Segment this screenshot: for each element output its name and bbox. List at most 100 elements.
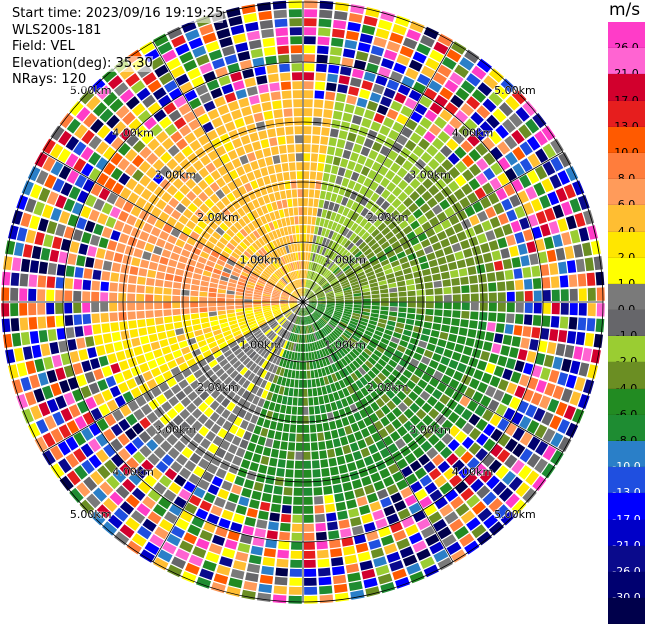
range-gate <box>221 397 231 408</box>
range-gate <box>179 51 194 64</box>
range-gate <box>159 178 171 191</box>
range-gate <box>220 153 231 164</box>
range-gate <box>280 256 286 265</box>
range-gate <box>158 211 170 222</box>
range-gate <box>191 185 203 196</box>
range-gate <box>443 348 453 358</box>
range-gate <box>393 529 407 542</box>
range-gate <box>434 475 447 488</box>
range-gate <box>172 349 183 359</box>
range-gate <box>501 393 513 406</box>
range-gate <box>558 152 572 168</box>
range-gate <box>369 282 379 288</box>
range-gate <box>520 337 530 349</box>
range-gate <box>256 387 264 397</box>
range-gate <box>331 165 339 175</box>
range-gate <box>208 220 218 230</box>
range-gate <box>263 289 272 294</box>
range-gate <box>356 97 368 108</box>
range-gate <box>311 253 316 262</box>
range-gate <box>441 406 453 418</box>
range-gate <box>395 275 405 282</box>
range-gate <box>338 408 347 418</box>
range-gate <box>167 564 183 578</box>
range-gate <box>578 288 587 301</box>
range-gate <box>326 304 335 307</box>
range-gate <box>475 172 488 186</box>
range-gate <box>321 468 330 477</box>
range-gate <box>269 137 278 147</box>
range-gate <box>244 182 253 193</box>
range-gate <box>200 317 209 324</box>
range-gate <box>401 466 413 478</box>
colorbar-cell <box>608 598 645 624</box>
range-gate <box>360 196 369 207</box>
range-gate <box>346 95 357 105</box>
range-gate <box>201 275 211 282</box>
range-gate <box>287 396 293 406</box>
range-gate <box>578 227 590 242</box>
range-gate <box>55 315 65 327</box>
range-gate <box>148 261 158 271</box>
range-gate <box>320 317 328 324</box>
colorbar: 26.021.017.013.010.08.06.04.02.01.00.0-1… <box>608 22 645 624</box>
range-gate <box>309 302 317 304</box>
range-gate <box>371 452 383 463</box>
range-gate <box>246 382 255 392</box>
range-gate <box>183 59 198 72</box>
range-gate <box>337 84 348 94</box>
range-gate <box>211 324 221 331</box>
range-gate <box>52 354 63 368</box>
range-gate <box>271 307 280 311</box>
range-gate <box>425 533 440 547</box>
range-gate <box>284 321 290 329</box>
range-gate <box>375 440 386 451</box>
range-gate <box>400 486 413 499</box>
range-gate <box>437 33 453 47</box>
range-gate <box>290 253 295 262</box>
range-gate <box>549 262 559 275</box>
range-gate <box>58 165 72 180</box>
range-gate <box>283 368 289 378</box>
range-gate <box>314 99 324 108</box>
range-gate <box>131 257 141 267</box>
range-gate <box>341 177 350 187</box>
range-gate <box>417 379 428 389</box>
range-gate <box>296 334 300 343</box>
range-gate <box>303 261 305 269</box>
range-gate <box>323 313 332 318</box>
range-gate <box>37 218 49 232</box>
range-gate <box>460 80 476 94</box>
range-gate <box>460 239 470 250</box>
range-gate <box>327 374 334 384</box>
range-gate <box>317 320 323 328</box>
range-gate <box>390 260 400 268</box>
range-gate <box>265 475 275 485</box>
range-gate <box>160 440 172 453</box>
range-gate <box>429 377 440 388</box>
range-gate <box>303 162 310 171</box>
range-gate <box>399 45 414 58</box>
range-gate <box>415 249 425 258</box>
range-gate <box>224 54 238 65</box>
range-gate <box>293 271 297 280</box>
range-gate <box>126 133 139 147</box>
range-gate <box>363 221 373 231</box>
range-gate <box>168 259 178 268</box>
range-gate <box>355 135 366 145</box>
range-gate <box>426 343 436 352</box>
range-gate <box>290 272 295 280</box>
range-gate <box>307 280 312 288</box>
range-gate <box>483 75 498 90</box>
range-gate <box>275 356 282 366</box>
range-gate <box>95 433 109 447</box>
range-gate <box>519 141 533 156</box>
range-gate <box>50 428 64 443</box>
range-gate <box>332 266 340 274</box>
range-gate <box>495 323 505 333</box>
range-gate <box>369 501 382 512</box>
range-gate <box>459 197 471 209</box>
range-gate <box>316 63 327 73</box>
range-gate <box>386 484 399 496</box>
range-gate <box>268 193 276 202</box>
